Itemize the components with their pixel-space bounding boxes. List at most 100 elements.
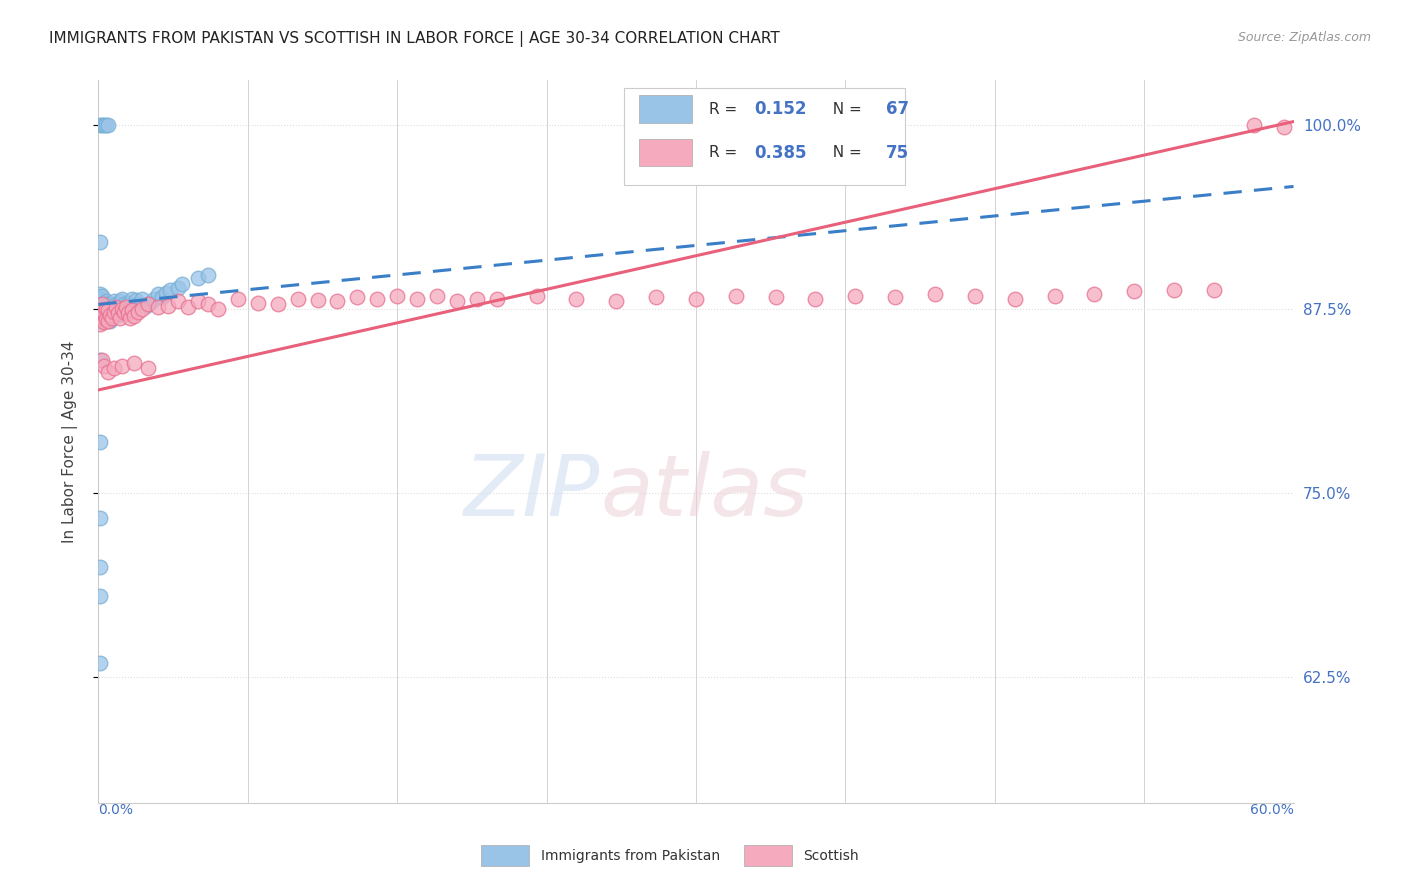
Point (101, 299, 124, 313)
Point (96, 118, 118, 132)
Text: 67: 67 (886, 100, 910, 118)
Text: 75: 75 (886, 144, 910, 161)
Point (121, 303, 143, 318)
Text: ZIP: ZIP (464, 450, 600, 533)
Point (526, 288, 548, 302)
Point (112, 297, 135, 311)
Point (157, 299, 180, 313)
Point (426, 288, 449, 302)
FancyBboxPatch shape (481, 845, 529, 866)
Point (89, 118, 111, 132)
Point (446, 294, 468, 309)
Point (89, 309, 111, 323)
FancyBboxPatch shape (744, 845, 792, 866)
Point (89, 656, 111, 670)
FancyBboxPatch shape (624, 87, 905, 185)
FancyBboxPatch shape (638, 139, 692, 166)
Point (98, 301, 122, 316)
Point (167, 281, 190, 295)
Point (197, 268, 219, 282)
Point (605, 294, 627, 309)
Point (101, 308, 124, 322)
Text: IMMIGRANTS FROM PAKISTAN VS SCOTTISH IN LABOR FORCE | AGE 30-34 CORRELATION CHAR: IMMIGRANTS FROM PAKISTAN VS SCOTTISH IN … (49, 31, 780, 47)
Point (135, 299, 157, 313)
Point (97, 310, 120, 325)
Point (105, 297, 128, 311)
Point (89, 235, 111, 250)
Point (112, 305, 135, 319)
Point (127, 297, 149, 311)
Text: 60.0%: 60.0% (1250, 803, 1294, 817)
Point (91, 315, 114, 329)
Point (125, 293, 148, 307)
Text: R =: R = (709, 145, 742, 160)
Point (98, 306, 122, 320)
Point (150, 290, 173, 304)
Point (111, 301, 134, 316)
Text: R =: R = (709, 102, 742, 117)
Point (97, 118, 120, 132)
Point (105, 305, 128, 319)
Point (103, 360, 125, 375)
Point (111, 292, 134, 306)
Point (645, 290, 668, 304)
Point (97, 303, 120, 318)
Point (107, 306, 129, 320)
Point (143, 292, 166, 306)
Point (93, 306, 115, 320)
Point (96, 301, 118, 316)
FancyBboxPatch shape (638, 95, 692, 123)
Point (127, 305, 149, 319)
Point (346, 290, 368, 304)
Point (97, 365, 120, 379)
Point (98, 308, 122, 322)
Text: 0.152: 0.152 (755, 100, 807, 118)
Point (93, 308, 115, 322)
Point (103, 294, 125, 309)
Point (139, 296, 162, 310)
Point (131, 292, 153, 306)
Point (91, 310, 114, 325)
Point (765, 290, 787, 304)
Point (246, 296, 269, 310)
Point (136, 297, 159, 311)
Point (89, 590, 111, 604)
Point (115, 301, 138, 315)
Point (91, 118, 114, 132)
Point (226, 292, 249, 306)
Text: atlas: atlas (600, 450, 808, 533)
Point (117, 296, 139, 310)
Point (207, 301, 229, 316)
Text: Source: ZipAtlas.com: Source: ZipAtlas.com (1237, 31, 1371, 45)
Point (287, 292, 309, 306)
Point (110, 294, 132, 309)
Point (93, 359, 115, 374)
Point (685, 292, 707, 306)
Point (111, 301, 134, 315)
Point (91, 353, 114, 368)
Point (148, 287, 170, 301)
Point (1004, 292, 1026, 306)
Point (93, 118, 115, 132)
Point (485, 292, 508, 306)
Text: Immigrants from Pakistan: Immigrants from Pakistan (541, 848, 720, 863)
Point (1202, 283, 1225, 297)
Point (1123, 284, 1146, 298)
Point (187, 294, 209, 309)
Text: 0.0%: 0.0% (98, 803, 134, 817)
Point (159, 283, 181, 297)
Point (1272, 120, 1295, 135)
Point (124, 301, 146, 315)
Point (89, 511, 111, 525)
Point (89, 317, 111, 331)
Point (155, 285, 177, 300)
Point (93, 301, 115, 316)
Point (131, 301, 153, 316)
Point (111, 359, 134, 374)
Point (406, 292, 429, 306)
Point (366, 292, 388, 306)
Point (167, 294, 190, 309)
Point (97, 297, 120, 311)
Point (96, 301, 118, 315)
Point (98, 313, 122, 327)
